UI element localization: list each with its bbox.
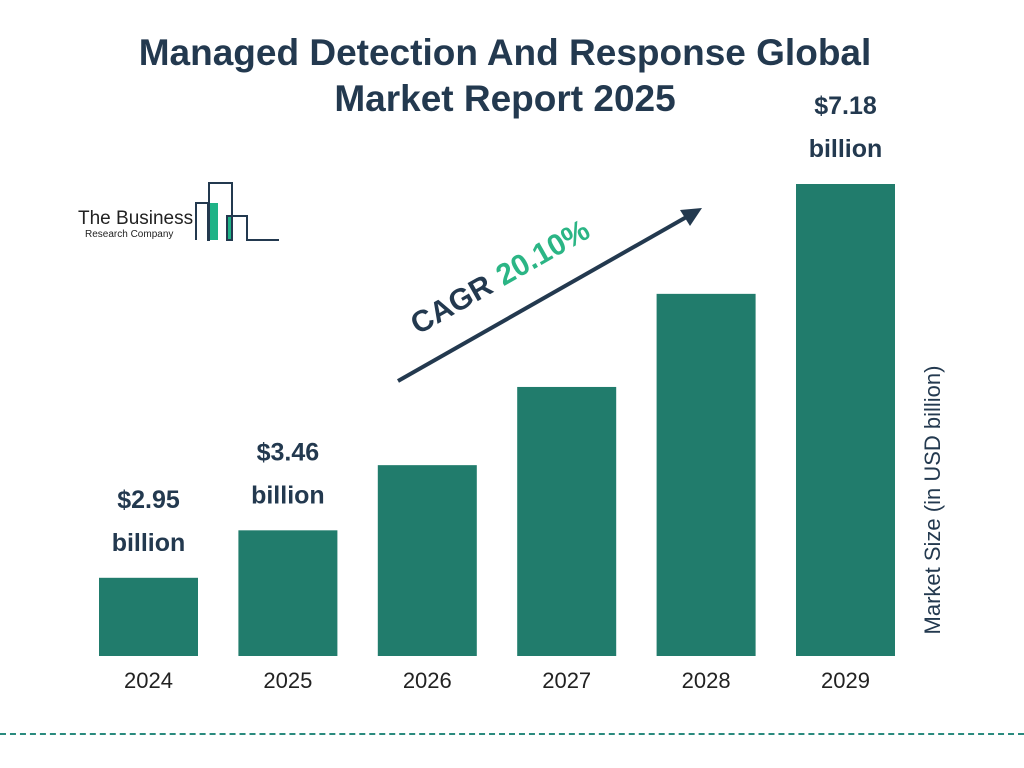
chart-title: Managed Detection And Response Global Ma… — [0, 30, 1010, 122]
data-label-unit: billion — [251, 481, 325, 509]
y-axis-label: Market Size (in USD billion) — [920, 366, 945, 635]
logo-bar — [208, 203, 218, 240]
logo-line-1: The Business — [78, 208, 193, 229]
bar-2024 — [99, 577, 198, 656]
bar-2025 — [238, 530, 338, 656]
title-line-2: Market Report 2025 — [334, 78, 676, 119]
bar-2029 — [796, 184, 895, 656]
x-tick-label: 2024 — [124, 668, 173, 693]
data-label-value: $7.18 — [814, 92, 877, 120]
bar-2028 — [656, 293, 756, 656]
data-label-value: $2.95 — [117, 486, 180, 514]
cagr-annotation: CAGR20.10% — [397, 208, 702, 383]
dashed-divider — [0, 733, 1024, 735]
data-label-unit: billion — [809, 135, 883, 163]
logo-line-2: Research Company — [85, 229, 173, 240]
logo: The Business Research Company — [78, 182, 279, 241]
x-tick-label: 2025 — [263, 668, 312, 693]
x-tick-label: 2027 — [542, 668, 591, 693]
x-tick-label: 2028 — [682, 668, 731, 693]
trend-arrow-line — [397, 213, 691, 383]
arrow-head-icon — [680, 208, 702, 226]
x-tick-label: 2026 — [403, 668, 452, 693]
bar-2026 — [377, 465, 477, 656]
title-line-1: Managed Detection And Response Global — [138, 32, 872, 73]
data-label-value: $3.46 — [257, 438, 320, 466]
logo-bar — [227, 216, 232, 240]
x-tick-label: 2029 — [821, 668, 870, 693]
logo-outline — [195, 182, 279, 241]
data-label-unit: billion — [112, 529, 186, 557]
bar-2027 — [517, 386, 617, 656]
